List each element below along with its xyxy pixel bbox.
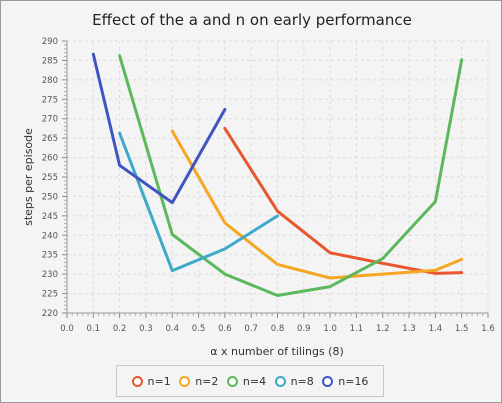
legend-marker-icon — [226, 375, 238, 387]
series-line-n-1 — [223, 126, 464, 275]
x-tick-label: 1.1 — [350, 324, 364, 334]
x-axis-label: α x number of tilings (8) — [210, 345, 344, 358]
x-tick-label: 0.1 — [87, 324, 101, 334]
legend-item-n-2: n=2 — [179, 375, 218, 388]
legend-item-n-16: n=16 — [322, 375, 368, 388]
legend-label: n=2 — [195, 374, 219, 388]
y-tick-label: 220 — [42, 309, 58, 319]
x-tick-label: 0.6 — [218, 324, 232, 334]
series-line-n-16 — [91, 52, 227, 205]
x-tick-label: 0.3 — [139, 324, 153, 334]
y-tick-label: 275 — [42, 95, 58, 105]
legend-marker-icon — [131, 375, 143, 387]
series-line-n-8 — [118, 131, 279, 273]
legend-label: n=4 — [242, 374, 267, 388]
y-tick-label: 260 — [42, 154, 58, 164]
y-tick-label: 285 — [42, 56, 58, 66]
x-tick-label: 0.7 — [244, 324, 258, 334]
y-tick-label: 265 — [42, 134, 58, 144]
x-tick-label: 1.0 — [323, 324, 337, 334]
y-axis-label: steps per episode — [22, 128, 35, 226]
x-tick-label: 1.3 — [402, 324, 416, 334]
legend-label: n=8 — [290, 374, 314, 388]
y-tick-label: 280 — [42, 76, 58, 86]
series-line-n-2 — [170, 129, 464, 280]
y-tick-label: 290 — [42, 37, 58, 47]
x-tick-label: 1.6 — [481, 324, 495, 334]
legend: n=1 n=2 n=4 n=8 n=16 — [116, 365, 384, 397]
series-line-n-4 — [118, 54, 464, 297]
x-tick-label: 0.5 — [192, 324, 206, 334]
legend-marker-icon — [274, 375, 286, 387]
x-tick-label: 0.9 — [297, 324, 311, 334]
x-tick-label: 1.4 — [429, 324, 443, 334]
y-tick-label: 250 — [42, 192, 58, 202]
y-tick-label: 225 — [42, 290, 58, 300]
y-tick-label: 255 — [42, 173, 58, 183]
legend-item-n-1: n=1 — [131, 374, 171, 388]
y-tick-label: 245 — [42, 212, 58, 222]
x-tick-label: 0.2 — [113, 324, 127, 334]
x-tick-label: 1.5 — [455, 324, 469, 334]
x-tick-label: 0.0 — [60, 324, 74, 334]
x-tick-label: 0.8 — [271, 324, 285, 334]
y-tick-label: 230 — [42, 270, 58, 280]
chart-title: Effect of the a and n on early performan… — [92, 11, 412, 29]
y-tick-label: 240 — [42, 231, 58, 241]
line-chart: Effect of the a and n on early performan… — [22, 11, 495, 358]
legend-item-n-4: n=4 — [226, 374, 267, 388]
x-tick-label: 0.4 — [165, 324, 179, 334]
legend-item-n-8: n=8 — [274, 374, 314, 388]
series-layer — [91, 52, 464, 297]
y-tick-label: 235 — [42, 251, 58, 261]
legend-marker-icon — [322, 375, 334, 387]
legend-label: n=1 — [147, 374, 171, 388]
legend-marker-icon — [179, 375, 191, 387]
x-tick-label: 1.2 — [376, 324, 390, 334]
y-tick-label: 270 — [42, 115, 58, 125]
grid — [66, 40, 489, 314]
axes: 0.0 0.1 0.2 0.3 0.4 0.5 0.6 0.7 0.8 0.9 1.0 1.1 1.2 1… — [42, 37, 495, 334]
legend-label: n=16 — [338, 374, 369, 388]
